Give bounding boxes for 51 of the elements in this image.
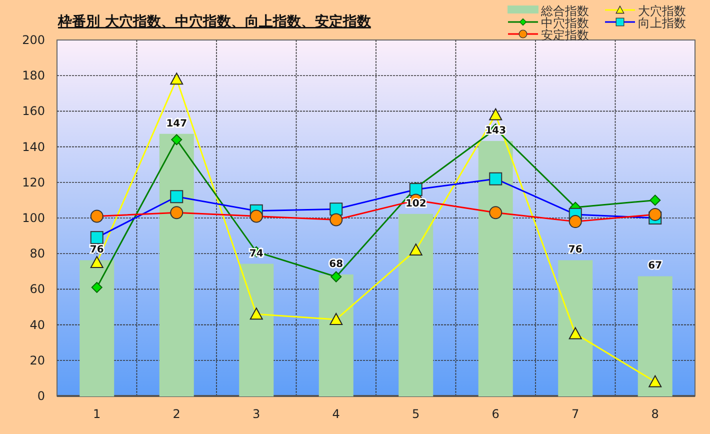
point bbox=[568, 327, 582, 340]
y-tick-label: 20 bbox=[30, 353, 45, 368]
y-tick-label: 200 bbox=[22, 33, 45, 47]
bar bbox=[239, 264, 274, 396]
legend-label: 総合指数 bbox=[540, 4, 589, 18]
y-tick-label: 140 bbox=[22, 140, 45, 154]
y-tick-label: 100 bbox=[22, 211, 45, 225]
data-label: 67 bbox=[648, 260, 662, 272]
point bbox=[171, 134, 182, 146]
legend-label: 大穴指数 bbox=[638, 4, 686, 18]
chart-title: 枠番別 大穴指数、中穴指数、向上指数、安定指数 bbox=[57, 13, 372, 30]
point bbox=[91, 282, 102, 293]
x-tick-label: 6 bbox=[492, 407, 500, 421]
bar bbox=[638, 276, 672, 396]
point bbox=[250, 308, 263, 320]
point bbox=[650, 194, 661, 206]
bar bbox=[318, 274, 354, 396]
point bbox=[330, 312, 343, 325]
bar bbox=[558, 260, 593, 396]
data-label: 143 bbox=[485, 125, 506, 136]
data-label: 147 bbox=[166, 118, 188, 130]
bar bbox=[80, 260, 114, 396]
data-label: 68 bbox=[329, 258, 344, 270]
y-tick-label: 160 bbox=[22, 104, 45, 118]
x-tick-label: 3 bbox=[252, 407, 260, 421]
x-tick-label: 7 bbox=[572, 407, 580, 421]
data-label: 102 bbox=[405, 198, 426, 210]
legend-label: 向上指数 bbox=[638, 16, 686, 30]
bar bbox=[478, 140, 513, 396]
y-tick-label: 60 bbox=[30, 282, 45, 296]
x-tick-label: 4 bbox=[332, 407, 340, 421]
legend-label: 中穴指数 bbox=[541, 16, 589, 30]
data-label: 76 bbox=[568, 244, 582, 256]
x-tick-label: 1 bbox=[93, 407, 101, 421]
y-tick-label: 120 bbox=[22, 175, 45, 190]
y-tick-label: 180 bbox=[22, 68, 45, 83]
x-tick-label: 5 bbox=[412, 407, 420, 421]
point bbox=[489, 108, 502, 120]
point bbox=[409, 244, 422, 256]
point bbox=[648, 375, 662, 388]
legend-label: 安定指数 bbox=[541, 28, 589, 42]
point bbox=[170, 72, 184, 85]
y-tick-label: 80 bbox=[30, 246, 45, 261]
point bbox=[90, 256, 104, 268]
bar bbox=[398, 214, 434, 396]
point bbox=[330, 271, 342, 282]
y-tick-label: 0 bbox=[37, 389, 45, 403]
x-tick-label: 2 bbox=[172, 407, 180, 421]
x-tick-label: 8 bbox=[651, 407, 659, 421]
y-tick-label: 40 bbox=[30, 318, 45, 332]
bar bbox=[159, 134, 194, 396]
